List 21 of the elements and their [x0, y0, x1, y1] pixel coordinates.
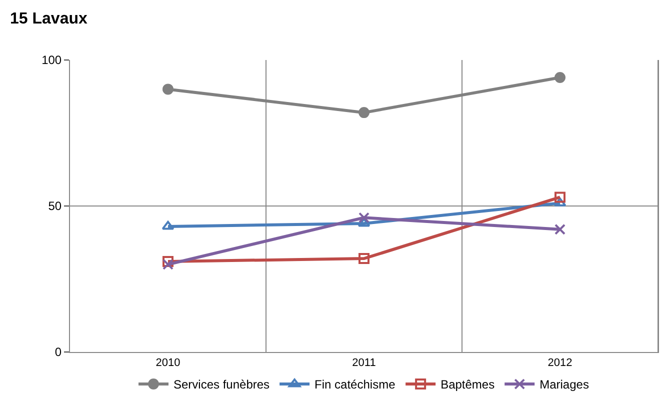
point: [554, 224, 566, 235]
legend-label: Mariages: [540, 378, 589, 392]
point: [162, 84, 174, 95]
legend-label: Baptêmes: [440, 378, 495, 392]
point: [162, 220, 174, 230]
chart-title: 15 Lavaux: [10, 10, 88, 28]
x-tick-label: 2010: [156, 357, 180, 370]
point: [162, 256, 174, 267]
point: [162, 258, 174, 270]
point: [554, 72, 566, 84]
point: [554, 192, 566, 203]
legend-label: Services funèbres: [174, 378, 270, 392]
point: [358, 212, 370, 224]
y-tick-label: 100: [42, 53, 62, 68]
y-tick-label: 0: [54, 345, 62, 360]
legend-label: Fin catéchisme: [314, 378, 396, 392]
point: [358, 107, 370, 118]
x-tick-label: 2011: [352, 357, 376, 370]
point: [358, 253, 370, 264]
x-tick-label: 2012: [548, 357, 572, 370]
y-tick-label: 50: [48, 199, 62, 214]
